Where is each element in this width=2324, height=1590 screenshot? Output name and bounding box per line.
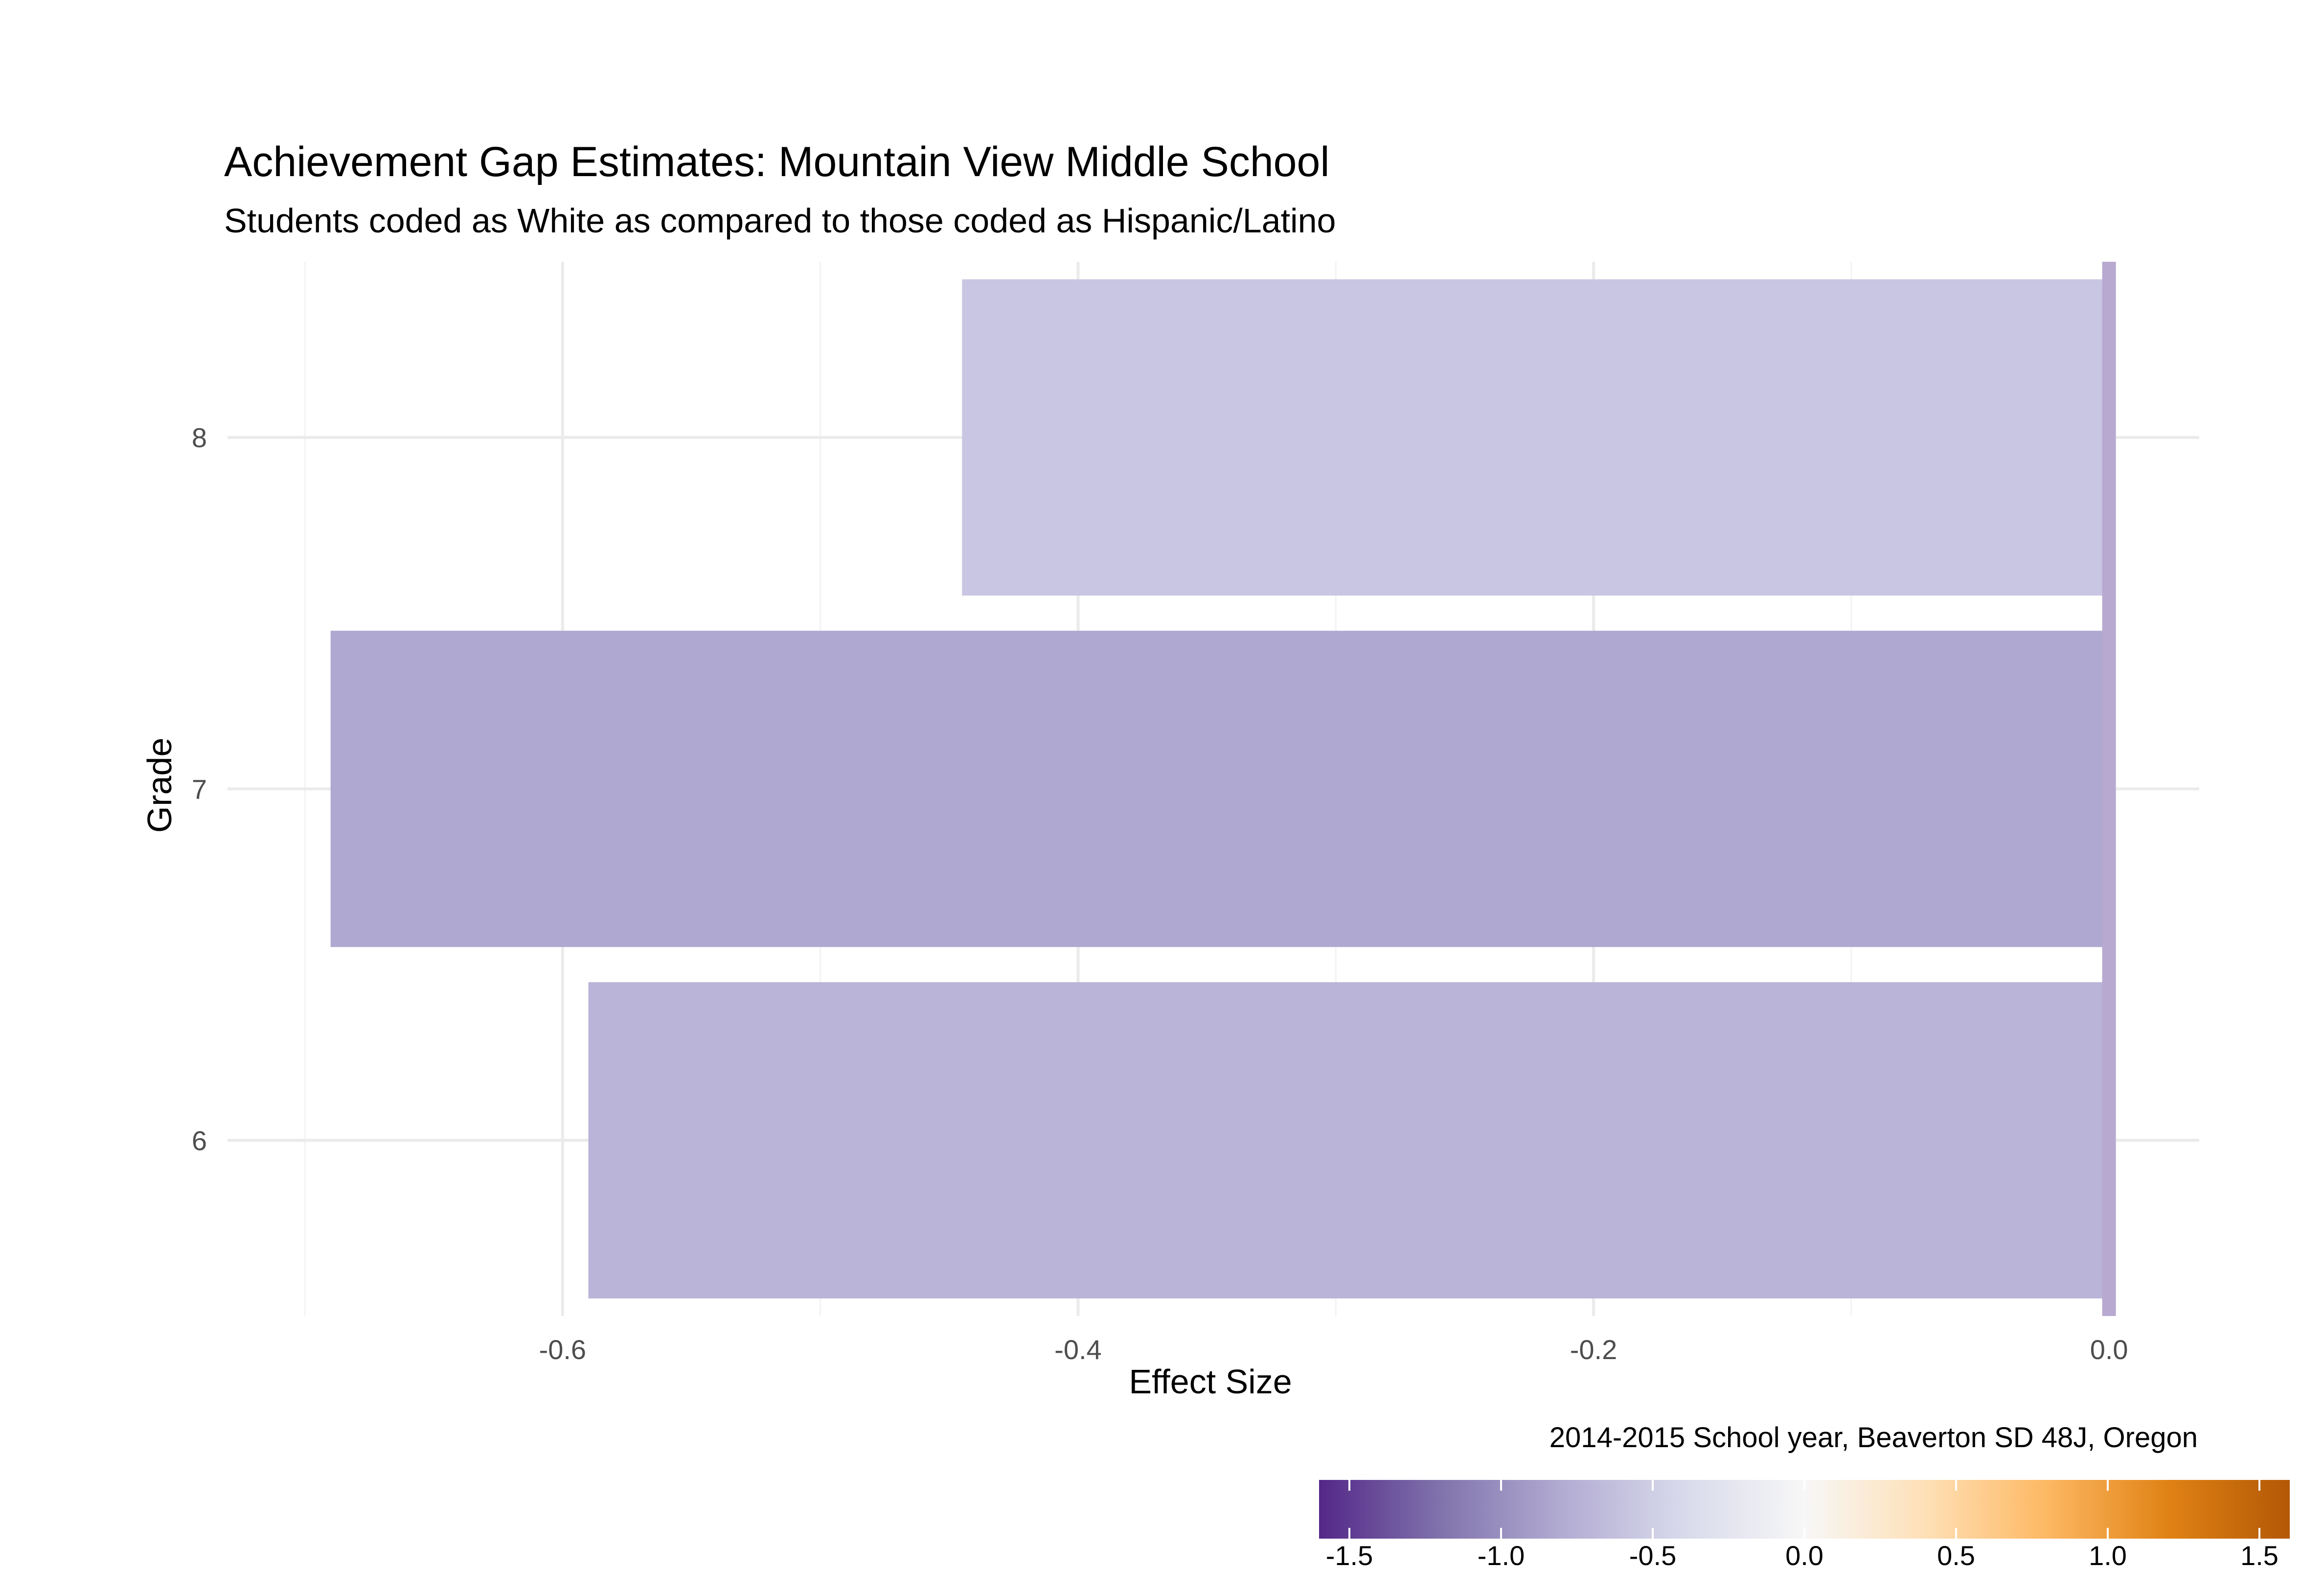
zero-reference-line: [2102, 262, 2116, 1316]
legend-tick-label: 0.0: [1785, 1540, 1823, 1571]
x-tick-label: -0.2: [1570, 1334, 1618, 1365]
legend-tick-label: -1.0: [1478, 1540, 1525, 1571]
legend-tick-label: -1.5: [1326, 1540, 1373, 1571]
color-legend: -1.5 -1.0 -0.5 0.0 0.5 1.0 1.5: [1319, 1480, 2290, 1571]
y-tick-label: 6: [192, 1125, 207, 1156]
legend-tick-label: 1.5: [2240, 1540, 2278, 1571]
plot-panel: [228, 262, 2199, 1316]
y-tick-label: 7: [192, 774, 207, 805]
x-axis-ticks: -0.6 -0.4 -0.2 0.0: [539, 1334, 2128, 1365]
legend-tick-label: 1.0: [2089, 1540, 2127, 1571]
bar-grade-7: [330, 631, 2109, 947]
y-tick-label: 8: [192, 422, 207, 453]
bars: [330, 279, 2109, 1299]
legend-tick-label: -0.5: [1629, 1540, 1677, 1571]
x-tick-label: 0.0: [2090, 1334, 2128, 1365]
legend-ticks: -1.5 -1.0 -0.5 0.0 0.5 1.0 1.5: [1326, 1480, 2278, 1571]
bar-grade-6: [588, 982, 2109, 1299]
chart-title: Achievement Gap Estimates: Mountain View…: [224, 138, 1329, 185]
x-tick-label: -0.4: [1054, 1334, 1102, 1365]
bar-grade-8: [962, 279, 2109, 596]
x-axis-title: Effect Size: [1129, 1363, 1292, 1401]
chart-subtitle: Students coded as White as compared to t…: [224, 202, 1336, 240]
chart-caption: 2014-2015 School year, Beaverton SD 48J,…: [1549, 1422, 2198, 1454]
y-axis-title: Grade: [140, 738, 179, 833]
x-tick-label: -0.6: [539, 1334, 587, 1365]
y-axis-ticks: 6 7 8: [192, 422, 207, 1156]
legend-tick-label: 0.5: [1937, 1540, 1975, 1571]
